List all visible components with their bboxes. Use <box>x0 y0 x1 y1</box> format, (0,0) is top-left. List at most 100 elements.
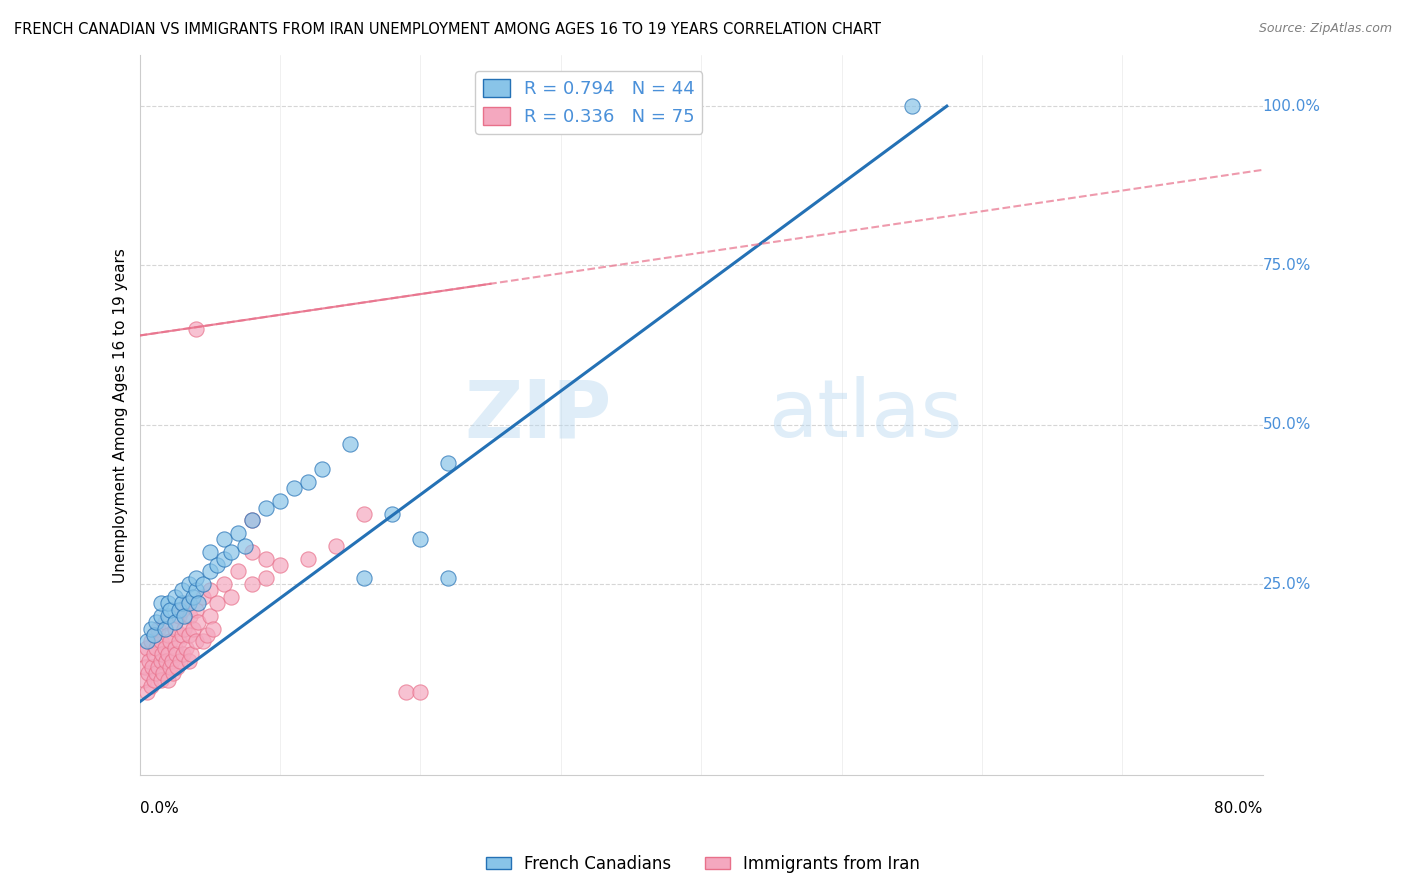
Point <box>132 673 155 687</box>
Text: 100.0%: 100.0% <box>1263 99 1320 113</box>
Point <box>156 596 179 610</box>
Text: 75.0%: 75.0% <box>1263 258 1310 273</box>
Point <box>191 590 214 604</box>
Point <box>142 628 165 642</box>
Point <box>152 666 174 681</box>
Point <box>180 647 202 661</box>
Point <box>149 609 172 624</box>
Point <box>153 622 176 636</box>
Point <box>353 571 375 585</box>
Legend: R = 0.794   N = 44, R = 0.336   N = 75: R = 0.794 N = 44, R = 0.336 N = 75 <box>475 71 702 134</box>
Point <box>325 539 347 553</box>
Point <box>409 685 432 699</box>
Point <box>240 577 263 591</box>
Point <box>139 622 162 636</box>
Point <box>169 654 191 668</box>
Y-axis label: Unemployment Among Ages 16 to 19 years: Unemployment Among Ages 16 to 19 years <box>114 248 128 582</box>
Point <box>145 640 167 655</box>
Text: 0.0%: 0.0% <box>139 801 179 816</box>
Point <box>226 564 249 578</box>
Point <box>191 634 214 648</box>
Point <box>135 634 157 648</box>
Point <box>149 673 172 687</box>
Point <box>156 628 179 642</box>
Legend: French Canadians, Immigrants from Iran: French Canadians, Immigrants from Iran <box>479 848 927 880</box>
Point <box>240 545 263 559</box>
Point <box>297 475 319 489</box>
Point <box>146 660 169 674</box>
Point <box>141 660 163 674</box>
Text: FRENCH CANADIAN VS IMMIGRANTS FROM IRAN UNEMPLOYMENT AMONG AGES 16 TO 19 YEARS C: FRENCH CANADIAN VS IMMIGRANTS FROM IRAN … <box>14 22 882 37</box>
Point <box>187 596 209 610</box>
Point <box>177 654 200 668</box>
Text: 25.0%: 25.0% <box>1263 576 1310 591</box>
Point <box>166 660 188 674</box>
Point <box>212 577 235 591</box>
Point <box>198 545 221 559</box>
Point <box>135 640 157 655</box>
Text: Source: ZipAtlas.com: Source: ZipAtlas.com <box>1258 22 1392 36</box>
Point <box>198 583 221 598</box>
Text: 80.0%: 80.0% <box>1215 801 1263 816</box>
Point <box>187 615 209 630</box>
Point <box>167 609 190 624</box>
Point <box>198 609 221 624</box>
Point <box>146 622 169 636</box>
Point <box>167 634 190 648</box>
Point <box>173 622 195 636</box>
Point <box>269 494 291 508</box>
Point <box>139 634 162 648</box>
Point <box>395 685 418 699</box>
Point <box>177 596 200 610</box>
Point <box>142 673 165 687</box>
Point <box>170 602 193 616</box>
Point <box>170 596 193 610</box>
Point <box>156 609 179 624</box>
Point <box>195 628 218 642</box>
Point <box>177 628 200 642</box>
Point <box>163 590 186 604</box>
Point <box>159 602 181 616</box>
Point <box>176 596 198 610</box>
Point <box>159 660 181 674</box>
Point <box>156 647 179 661</box>
Point <box>184 571 207 585</box>
Point <box>212 533 235 547</box>
Point <box>184 322 207 336</box>
Point <box>177 577 200 591</box>
Point <box>240 513 263 527</box>
Point <box>170 628 193 642</box>
Point <box>155 654 177 668</box>
Point <box>135 685 157 699</box>
Point <box>191 577 214 591</box>
Point <box>297 551 319 566</box>
Point <box>181 590 204 604</box>
Point <box>145 666 167 681</box>
Point <box>201 622 224 636</box>
Point <box>159 634 181 648</box>
Point <box>153 615 176 630</box>
Point <box>167 602 190 616</box>
Point <box>179 609 201 624</box>
Point <box>153 640 176 655</box>
Point <box>163 622 186 636</box>
Point <box>269 558 291 572</box>
Point <box>198 564 221 578</box>
Point <box>212 551 235 566</box>
Point <box>205 596 228 610</box>
Point <box>219 590 242 604</box>
Point <box>205 558 228 572</box>
Point <box>156 673 179 687</box>
Point <box>181 622 204 636</box>
Point <box>170 583 193 598</box>
Point <box>163 640 186 655</box>
Point <box>149 634 172 648</box>
Text: ZIP: ZIP <box>464 376 612 454</box>
Point <box>174 640 197 655</box>
Point <box>138 654 160 668</box>
Text: atlas: atlas <box>769 376 963 454</box>
Point <box>254 551 277 566</box>
Point <box>136 666 159 681</box>
Point <box>149 596 172 610</box>
Point <box>226 526 249 541</box>
